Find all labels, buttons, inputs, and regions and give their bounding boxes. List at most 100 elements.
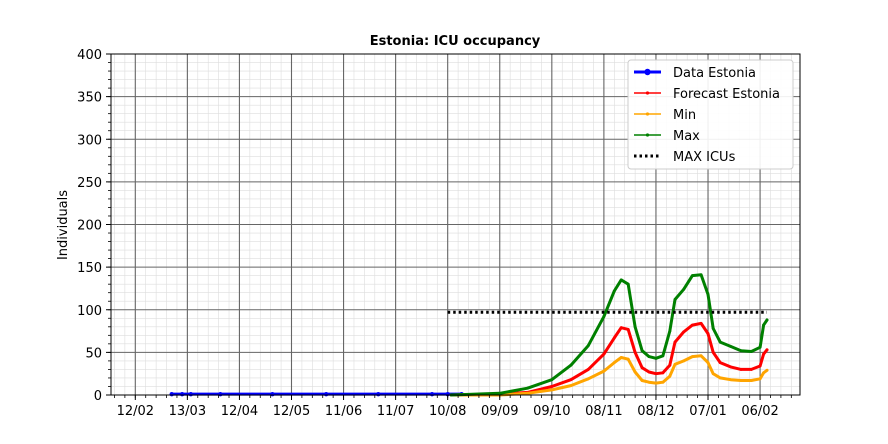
x-tick-label: 10/08 — [429, 404, 466, 419]
x-tick-label: 13/03 — [169, 404, 206, 419]
data-point-data-estonia — [169, 391, 174, 397]
data-point-max — [526, 386, 529, 390]
data-point-min — [699, 354, 703, 358]
data-point-min — [526, 391, 529, 395]
data-point-data-estonia — [188, 391, 194, 397]
data-point-forecast-estonia — [673, 340, 677, 344]
x-tick-label: 12/04 — [221, 404, 258, 419]
data-point-min — [602, 369, 606, 373]
data-point-forecast-estonia — [626, 327, 630, 331]
data-point-max — [758, 345, 762, 349]
data-point-max — [626, 282, 630, 286]
x-tick-label: 06/02 — [741, 404, 778, 419]
y-axis-label: Individuals — [56, 190, 71, 260]
x-tick-label: 11/06 — [325, 404, 362, 419]
data-point-max — [739, 349, 743, 353]
data-point-forecast-estonia — [633, 350, 637, 354]
data-point-min — [612, 361, 616, 365]
y-tick-label: 300 — [77, 133, 102, 148]
data-point-max — [602, 315, 606, 318]
data-point-min — [706, 361, 710, 365]
data-point-forecast-estonia — [682, 330, 686, 334]
legend-label-data-estonia: Data Estonia — [673, 66, 756, 81]
data-point-max — [729, 345, 732, 348]
data-point-min — [619, 356, 623, 359]
data-point-max — [668, 329, 672, 333]
data-point-max — [612, 289, 616, 293]
data-point-forecast-estonia — [699, 321, 703, 325]
data-point-max — [586, 344, 590, 347]
data-point-max — [661, 354, 665, 358]
data-point-forecast-estonia — [762, 352, 765, 356]
data-point-min — [586, 377, 590, 381]
data-point-min — [626, 357, 630, 361]
data-point-forecast-estonia — [739, 368, 743, 371]
data-point-forecast-estonia — [668, 363, 672, 367]
y-tick-label: 400 — [77, 48, 102, 63]
x-tick-label: 12/02 — [117, 404, 154, 419]
data-point-min — [668, 374, 672, 378]
data-point-forecast-estonia — [550, 385, 554, 388]
data-point-data-estonia — [179, 391, 185, 397]
data-point-forecast-estonia — [765, 348, 769, 352]
data-point-min — [673, 362, 677, 366]
x-tick-label: 08/12 — [637, 404, 674, 419]
data-point-min — [739, 379, 743, 382]
data-point-forecast-estonia — [569, 378, 573, 382]
legend-label-forecast-estonia: Forecast Estonia — [673, 87, 780, 102]
data-point-max — [718, 340, 722, 344]
x-tick-label: 09/09 — [481, 404, 518, 419]
x-tick-label: 09/10 — [533, 404, 570, 419]
x-tick-label: 11/07 — [377, 404, 414, 419]
data-point-forecast-estonia — [661, 371, 665, 375]
data-point-max — [550, 378, 554, 382]
data-point-forecast-estonia — [711, 350, 715, 354]
data-point-min — [647, 380, 651, 384]
data-point-min — [633, 370, 637, 374]
y-tick-label: 250 — [77, 176, 102, 191]
data-point-min — [758, 377, 762, 381]
axis-ticks: 12/02 13/03 12/04 12/05 11/06 11/07 10/08 09/09… — [77, 48, 792, 419]
data-point-max — [654, 356, 658, 360]
data-point-forecast-estonia — [706, 332, 710, 336]
data-point-max — [682, 287, 686, 291]
legend-marker-forecast-estonia — [645, 91, 650, 95]
data-point-min — [765, 368, 769, 372]
x-tick-label: 07/01 — [689, 404, 726, 419]
legend-label-max: Max — [673, 129, 700, 144]
legend-label-min: Min — [673, 108, 696, 123]
data-point-min — [718, 376, 722, 380]
y-tick-label: 150 — [77, 261, 102, 276]
data-point-min — [550, 388, 554, 392]
data-point-max — [647, 355, 651, 359]
data-point-forecast-estonia — [758, 364, 762, 368]
data-point-min — [690, 355, 694, 359]
data-point-forecast-estonia — [619, 326, 623, 330]
data-point-data-estonia — [376, 391, 381, 397]
legend-marker-max — [645, 133, 650, 137]
data-point-forecast-estonia — [690, 323, 694, 327]
data-point-max — [673, 298, 677, 301]
data-point-max — [498, 391, 502, 395]
data-point-max — [633, 325, 637, 329]
data-point-max — [750, 350, 753, 353]
data-point-forecast-estonia — [647, 370, 651, 374]
chart-title: Estonia: ICU occupancy — [370, 34, 541, 49]
data-point-max — [765, 318, 769, 322]
data-point-max — [762, 323, 765, 327]
data-point-forecast-estonia — [640, 366, 644, 370]
legend: Data Estonia Forecast Estonia Min Max MAX IC… — [627, 59, 794, 170]
data-point-data-estonia — [324, 391, 329, 397]
legend-label-max-icus: MAX ICUs — [673, 150, 736, 165]
y-tick-label: 350 — [77, 91, 102, 106]
y-tick-label: 200 — [77, 219, 102, 234]
data-point-forecast-estonia — [654, 372, 658, 376]
data-point-min — [661, 380, 665, 384]
legend-box — [627, 59, 794, 170]
y-tick-label: 0 — [94, 389, 102, 404]
data-point-min — [711, 372, 715, 376]
x-tick-label: 08/11 — [585, 404, 622, 419]
data-point-forecast-estonia — [729, 365, 732, 369]
x-tick-label: 12/05 — [273, 404, 310, 419]
data-point-min — [640, 379, 644, 382]
